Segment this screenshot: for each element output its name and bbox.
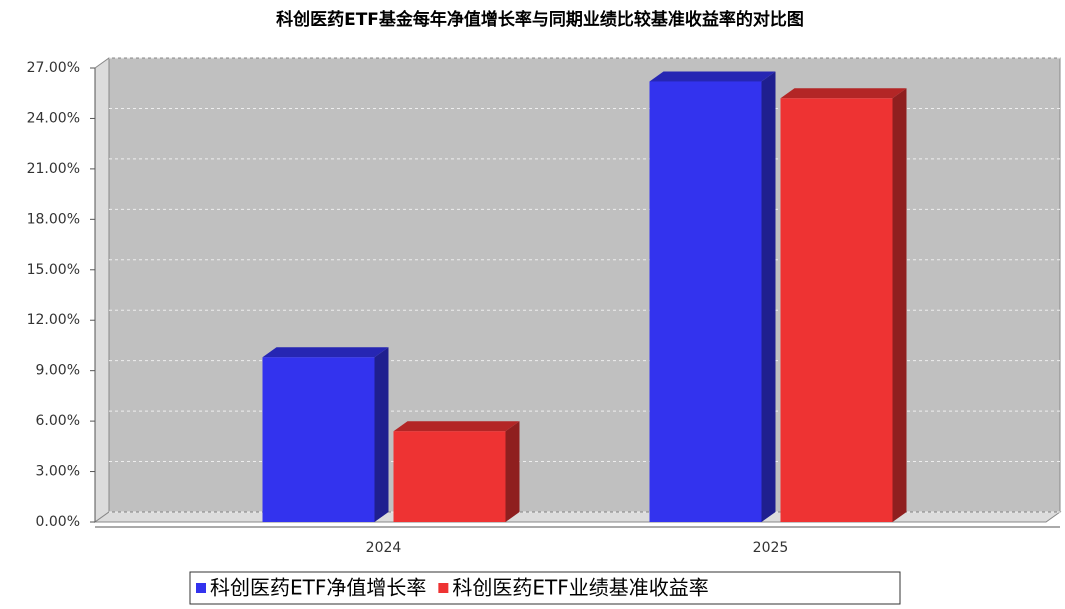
bar — [649, 81, 762, 523]
legend-swatch — [196, 583, 206, 593]
y-tick-label: 21.00% — [27, 161, 80, 177]
legend-label: 科创医药ETF业绩基准收益率 — [452, 576, 708, 600]
bar — [393, 431, 506, 522]
bar-side — [761, 71, 776, 523]
bar — [780, 98, 893, 523]
x-tick-label: 2025 — [753, 540, 789, 556]
bar-top — [262, 347, 389, 358]
bar — [262, 357, 375, 522]
bar-top — [649, 71, 776, 82]
y-tick-label: 3.00% — [36, 464, 80, 480]
y-tick-label: 24.00% — [27, 110, 80, 126]
back-wall — [108, 57, 1061, 513]
bar-top — [393, 421, 520, 432]
y-tick-label: 27.00% — [27, 60, 80, 76]
y-tick-label: 18.00% — [27, 211, 80, 227]
bar-side — [505, 421, 520, 522]
y-tick-label: 0.00% — [36, 514, 80, 530]
y-tick-label: 6.00% — [36, 413, 80, 429]
bar-top — [780, 88, 907, 99]
chart-title: 科创医药ETF基金每年净值增长率与同期业绩比较基准收益率的对比图 — [276, 9, 804, 30]
y-tick-label: 15.00% — [27, 262, 80, 278]
legend-swatch — [438, 583, 449, 593]
legend-label: 科创医药ETF净值增长率 — [210, 576, 426, 600]
x-tick-label: 2024 — [366, 540, 402, 556]
y-tick-label: 9.00% — [36, 363, 80, 379]
floor — [93, 511, 1062, 523]
y-tick-label: 12.00% — [27, 312, 80, 328]
legend — [189, 571, 901, 605]
left-wall — [94, 57, 110, 523]
bar-side — [374, 347, 389, 522]
bar-side — [892, 88, 907, 523]
